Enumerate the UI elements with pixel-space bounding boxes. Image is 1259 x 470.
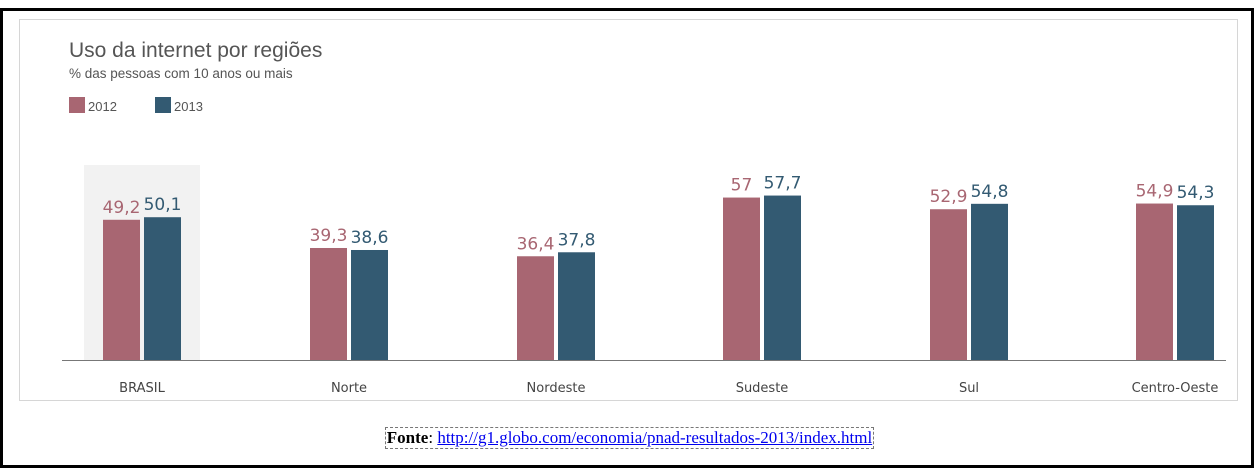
legend: 2012 2013 xyxy=(69,97,203,114)
category-label-brasil: BRASIL xyxy=(119,381,165,396)
source-box: Fonte: http://g1.globo.com/economia/pnad… xyxy=(384,427,875,449)
brasil-highlight-band xyxy=(84,165,200,360)
value-label-2012-nordeste: 36,4 xyxy=(517,234,555,254)
bar-2012-norte xyxy=(310,247,347,360)
value-labels: 49,2 50,1 39,3 38,6 36,4 37,8 57 57,7 52,9 54,8 54… xyxy=(103,174,1215,255)
category-labels: BRASIL Norte Nordeste Sudeste Sul Centro-Oest… xyxy=(119,381,1218,396)
bar-2013-brasil xyxy=(144,217,181,360)
bars xyxy=(103,195,1214,360)
value-label-2013-sudeste: 57,7 xyxy=(764,174,802,194)
value-label-2012-norte: 39,3 xyxy=(310,226,348,246)
category-label-norte: Norte xyxy=(331,381,367,396)
legend-label-2012: 2012 xyxy=(88,99,117,114)
bar-2013-nordeste xyxy=(558,252,595,360)
bar-2012-brasil xyxy=(103,219,140,360)
bar-2013-centro-oeste xyxy=(1177,205,1214,360)
value-label-2013-brasil: 50,1 xyxy=(144,195,182,215)
value-label-2012-sudeste: 57 xyxy=(731,176,753,196)
chart-title: Uso da internet por regiões xyxy=(69,39,322,62)
source-footer: Fonte: http://g1.globo.com/economia/pnad… xyxy=(0,427,1259,449)
value-label-2012-brasil: 49,2 xyxy=(103,198,141,218)
chart-panel xyxy=(19,19,1238,401)
outer-frame xyxy=(0,8,1254,468)
value-label-2013-centro-oeste: 54,3 xyxy=(1177,183,1215,203)
legend-swatch-2013 xyxy=(155,97,171,113)
category-label-sudeste: Sudeste xyxy=(736,381,789,396)
value-label-2013-norte: 38,6 xyxy=(351,228,389,248)
source-separator: : xyxy=(428,428,438,447)
bar-2012-sul xyxy=(930,209,967,360)
chart: Uso da internet por regiões % das pessoa… xyxy=(62,39,1226,396)
bar-2013-norte xyxy=(351,249,388,360)
value-label-2012-sul: 52,9 xyxy=(930,187,968,207)
bar-2013-sul xyxy=(971,203,1008,360)
bar-2012-centro-oeste xyxy=(1136,203,1173,360)
chart-subtitle: % das pessoas com 10 anos ou mais xyxy=(69,66,293,81)
value-label-2013-nordeste: 37,8 xyxy=(558,230,596,250)
value-label-2012-centro-oeste: 54,9 xyxy=(1136,182,1174,202)
category-label-centro-oeste: Centro-Oeste xyxy=(1132,381,1219,396)
category-label-sul: Sul xyxy=(959,381,979,396)
category-label-nordeste: Nordeste xyxy=(527,381,586,396)
bar-2012-sudeste xyxy=(723,197,760,360)
value-label-2013-sul: 54,8 xyxy=(971,182,1009,202)
source-link[interactable]: http://g1.globo.com/economia/pnad-result… xyxy=(437,428,873,447)
source-label: Fonte xyxy=(386,428,429,447)
bar-2013-sudeste xyxy=(764,195,801,360)
legend-label-2013: 2013 xyxy=(174,99,203,114)
bar-2012-nordeste xyxy=(517,256,554,360)
legend-swatch-2012 xyxy=(69,97,85,113)
